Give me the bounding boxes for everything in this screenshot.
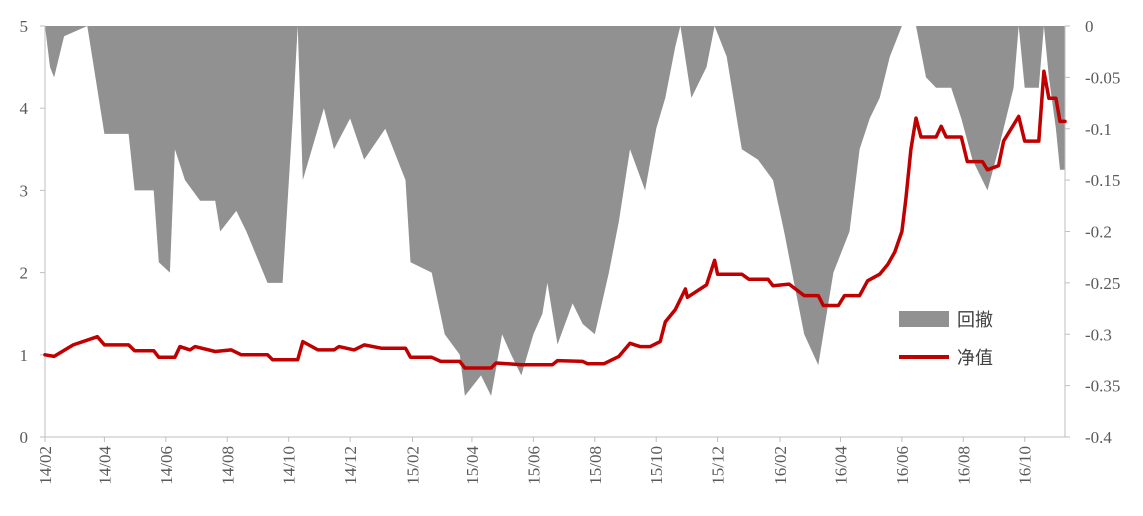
x-tick-label: 15/04 [463, 446, 482, 485]
drawdown-area [45, 26, 1065, 396]
x-tick-label: 15/02 [404, 446, 423, 485]
legend: 回撤 净值 [899, 310, 993, 369]
x-tick-label: 15/12 [709, 446, 728, 485]
nav-line [43, 69, 1067, 370]
x-tick-label: 14/08 [218, 446, 237, 485]
right-y-tick-label: 0 [1085, 17, 1094, 36]
right-y-tick-label: -0.1 [1085, 120, 1112, 139]
legend-swatch-drawdown [899, 311, 949, 327]
right-y-tick-label: -0.4 [1085, 428, 1112, 447]
left-y-tick-label: 2 [20, 264, 29, 283]
x-tick-label: 15/08 [586, 446, 605, 485]
left-y-tick-label: 0 [20, 428, 29, 447]
nav-line-layer [43, 69, 1067, 370]
right-y-tick-label: -0.15 [1085, 171, 1120, 190]
left-y-tick-label: 5 [20, 17, 29, 36]
x-tick-label: 14/04 [95, 446, 114, 485]
x-tick-label: 14/06 [157, 446, 176, 485]
right-y-tick-label: -0.25 [1085, 274, 1120, 293]
x-tick-label: 16/06 [893, 446, 912, 485]
axes [40, 25, 1070, 442]
right-y-tick-label: -0.35 [1085, 377, 1120, 396]
x-tick-label: 16/04 [831, 446, 850, 485]
right-y-tick-label: -0.05 [1085, 68, 1120, 87]
x-tick-label: 14/10 [280, 446, 299, 485]
legend-label-drawdown: 回撤 [957, 310, 993, 331]
left-y-tick-label: 1 [20, 346, 29, 365]
x-tick-label: 14/12 [341, 446, 360, 485]
x-tick-label: 16/10 [1016, 446, 1035, 485]
x-tick-label: 16/08 [954, 446, 973, 485]
left-y-tick-label: 3 [20, 181, 29, 200]
drawdown-area-layer [45, 26, 1065, 396]
x-tick-label: 14/02 [36, 446, 55, 485]
left-y-tick-label: 4 [20, 99, 29, 118]
right-y-tick-label: -0.3 [1085, 325, 1112, 344]
x-tick-label: 15/06 [524, 446, 543, 485]
tick-labels: 0 1 2 3 4 5 0 -0.05 -0.1 -0.15 -0.2 -0.25 -0.3 -0.35 -… [20, 17, 1121, 485]
x-tick-label: 15/10 [647, 446, 666, 485]
x-tick-label: 16/02 [771, 446, 790, 485]
legend-label-nav: 净值 [957, 348, 993, 369]
right-y-tick-label: -0.2 [1085, 223, 1112, 242]
